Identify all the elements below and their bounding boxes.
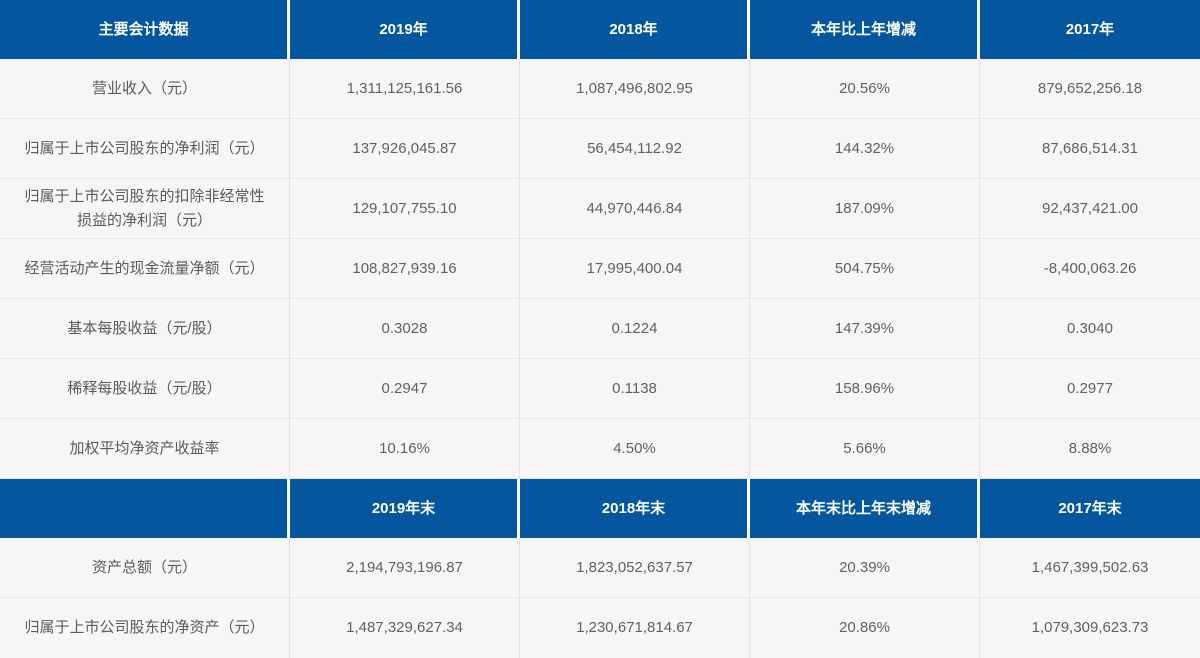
cell-2018: 17,995,400.04 xyxy=(520,239,750,299)
row-label: 归属于上市公司股东的净利润（元） xyxy=(0,119,290,179)
table-row-net-profit-excl-nonrecurring: 归属于上市公司股东的扣除非经常性损益的净利润（元） 129,107,755.10… xyxy=(0,179,1200,239)
cell-2017: 92,437,421.00 xyxy=(980,179,1200,239)
cell-2018: 1,823,052,637.57 xyxy=(520,538,750,598)
row-label: 稀释每股收益（元/股） xyxy=(0,359,290,419)
cell-2017: -8,400,063.26 xyxy=(980,239,1200,299)
annual-header-row: 主要会计数据 2019年 2018年 本年比上年增减 2017年 xyxy=(0,0,1200,59)
cell-2019: 0.3028 xyxy=(290,299,520,359)
header-main-accounting-data: 主要会计数据 xyxy=(0,0,290,59)
header-2017: 2017年 xyxy=(980,0,1200,59)
cell-2017: 0.2977 xyxy=(980,359,1200,419)
header-2019: 2019年 xyxy=(290,0,520,59)
cell-change: 20.56% xyxy=(750,59,980,119)
cell-2017: 8.88% xyxy=(980,419,1200,479)
cell-2019: 129,107,755.10 xyxy=(290,179,520,239)
cell-2018: 0.1224 xyxy=(520,299,750,359)
row-label: 加权平均净资产收益率 xyxy=(0,419,290,479)
cell-2017: 1,079,309,623.73 xyxy=(980,598,1200,658)
table-row-operating-cash-flow: 经营活动产生的现金流量净额（元） 108,827,939.16 17,995,4… xyxy=(0,239,1200,299)
cell-2017: 879,652,256.18 xyxy=(980,59,1200,119)
cell-change: 147.39% xyxy=(750,299,980,359)
header-2017-end: 2017年末 xyxy=(980,479,1200,538)
header-2018: 2018年 xyxy=(520,0,750,59)
cell-change: 504.75% xyxy=(750,239,980,299)
row-label: 归属于上市公司股东的扣除非经常性损益的净利润（元） xyxy=(0,179,290,239)
cell-2017: 87,686,514.31 xyxy=(980,119,1200,179)
row-label: 营业收入（元） xyxy=(0,59,290,119)
cell-change: 187.09% xyxy=(750,179,980,239)
row-label: 基本每股收益（元/股） xyxy=(0,299,290,359)
cell-2018: 56,454,112.92 xyxy=(520,119,750,179)
cell-change: 20.39% xyxy=(750,538,980,598)
row-label: 归属于上市公司股东的净资产（元） xyxy=(0,598,290,658)
header-year-end-change: 本年末比上年末增减 xyxy=(750,479,980,538)
row-label: 经营活动产生的现金流量净额（元） xyxy=(0,239,290,299)
header-2019-end: 2019年末 xyxy=(290,479,520,538)
cell-change: 158.96% xyxy=(750,359,980,419)
cell-2017: 0.3040 xyxy=(980,299,1200,359)
cell-2017: 1,467,399,502.63 xyxy=(980,538,1200,598)
row-label: 资产总额（元） xyxy=(0,538,290,598)
cell-2018: 0.1138 xyxy=(520,359,750,419)
header-yoy-change: 本年比上年增减 xyxy=(750,0,980,59)
cell-2018: 1,087,496,802.95 xyxy=(520,59,750,119)
cell-2018: 1,230,671,814.67 xyxy=(520,598,750,658)
cell-2019: 137,926,045.87 xyxy=(290,119,520,179)
table-row-diluted-eps: 稀释每股收益（元/股） 0.2947 0.1138 158.96% 0.2977 xyxy=(0,359,1200,419)
cell-2019: 10.16% xyxy=(290,419,520,479)
cell-2019: 1,311,125,161.56 xyxy=(290,59,520,119)
cell-change: 20.86% xyxy=(750,598,980,658)
table-row-operating-revenue: 营业收入（元） 1,311,125,161.56 1,087,496,802.9… xyxy=(0,59,1200,119)
cell-change: 5.66% xyxy=(750,419,980,479)
year-end-header-row: 2019年末 2018年末 本年末比上年末增减 2017年末 xyxy=(0,479,1200,538)
header-2018-end: 2018年末 xyxy=(520,479,750,538)
header-empty xyxy=(0,479,290,538)
cell-2019: 1,487,329,627.34 xyxy=(290,598,520,658)
cell-change: 144.32% xyxy=(750,119,980,179)
cell-2019: 0.2947 xyxy=(290,359,520,419)
table-row-net-assets: 归属于上市公司股东的净资产（元） 1,487,329,627.34 1,230,… xyxy=(0,598,1200,658)
table-row-net-profit: 归属于上市公司股东的净利润（元） 137,926,045.87 56,454,1… xyxy=(0,119,1200,179)
cell-2019: 2,194,793,196.87 xyxy=(290,538,520,598)
table-row-total-assets: 资产总额（元） 2,194,793,196.87 1,823,052,637.5… xyxy=(0,538,1200,598)
cell-2018: 4.50% xyxy=(520,419,750,479)
cell-2019: 108,827,939.16 xyxy=(290,239,520,299)
table-row-basic-eps: 基本每股收益（元/股） 0.3028 0.1224 147.39% 0.3040 xyxy=(0,299,1200,359)
cell-2018: 44,970,446.84 xyxy=(520,179,750,239)
table-row-weighted-avg-roe: 加权平均净资产收益率 10.16% 4.50% 5.66% 8.88% xyxy=(0,419,1200,479)
